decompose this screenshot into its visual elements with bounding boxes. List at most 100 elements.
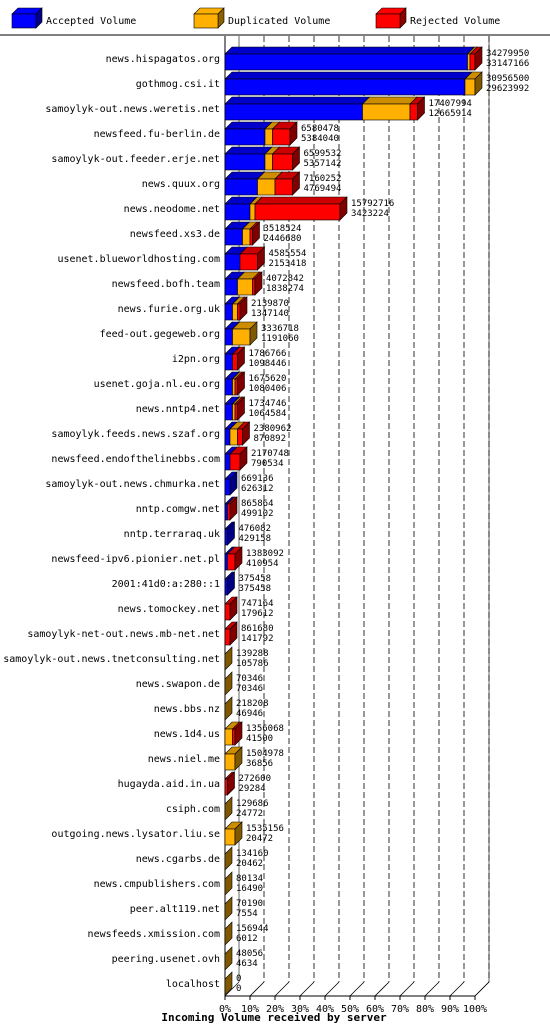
- total-volume-label: 70346: [236, 674, 263, 684]
- bar-segment: [272, 128, 291, 146]
- server-label: gothmog.csi.it: [136, 79, 220, 90]
- bar-segment: [227, 553, 236, 571]
- bar-row: [224, 796, 233, 821]
- accepted-volume-label: 7554: [236, 909, 258, 919]
- bar-end-cap: [252, 221, 260, 246]
- total-volume-label: 3518524: [264, 224, 302, 234]
- accepted-volume-label: 33147166: [486, 59, 529, 69]
- bar-row: [224, 396, 246, 421]
- bar-segment: [272, 153, 293, 171]
- bar-end-cap: [249, 321, 258, 346]
- server-label: nntp.comgw.net: [136, 504, 220, 515]
- accepted-volume-label: 12665914: [429, 109, 472, 119]
- total-volume-label: 2170748: [251, 449, 289, 459]
- bar-segment: [237, 303, 241, 321]
- bar-segment: [237, 278, 253, 296]
- server-label: news.swapon.de: [136, 679, 220, 690]
- total-volume-label: 7160252: [304, 174, 342, 184]
- total-volume-label: 6599532: [304, 149, 342, 159]
- bar-segment: [264, 153, 273, 171]
- bar-segment-top: [224, 146, 273, 155]
- bar-row: [224, 971, 233, 996]
- bar-segment: [234, 403, 238, 421]
- bar-end-cap: [224, 921, 233, 946]
- bar-segment: [224, 278, 238, 296]
- x-tick-label: 10%: [241, 1004, 259, 1015]
- bar-segment-top: [254, 196, 348, 205]
- bar-end-cap: [234, 546, 243, 571]
- bar-row: [224, 596, 238, 621]
- bar-row: [224, 146, 301, 171]
- bar-row: [224, 771, 236, 796]
- total-volume-label: 1356068: [246, 724, 284, 734]
- bar-segment: [224, 628, 231, 646]
- grid-floor-line: [324, 981, 340, 997]
- server-label: news.quux.org: [142, 179, 220, 190]
- total-volume-label: 1786766: [249, 349, 287, 359]
- bar-row: [224, 471, 238, 496]
- server-label: nntp.terraraq.uk: [124, 529, 220, 540]
- bar-segment: [224, 403, 233, 421]
- x-axis-title: Incoming Volume received by server: [161, 1011, 387, 1024]
- bar-segment: [224, 603, 231, 621]
- bar-row: [224, 671, 233, 696]
- bar-end-cap: [227, 521, 235, 546]
- server-label: samoylyk-out.news.weretis.net: [45, 104, 220, 115]
- bar-end-cap: [289, 121, 298, 146]
- bar-segment-top: [224, 121, 273, 130]
- bar-segment: [249, 228, 253, 246]
- server-label: newsfeeds.xmission.com: [88, 929, 220, 940]
- bar-end-cap: [237, 396, 245, 421]
- bar-segment: [254, 203, 341, 221]
- bar-row: [224, 271, 263, 296]
- total-volume-label: 34279950: [486, 49, 529, 59]
- total-volume-label: 2380962: [254, 424, 292, 434]
- server-label: newsfeed.xs3.de: [130, 229, 220, 240]
- server-label: samoylyk-out.news.tnetconsulting.net: [3, 654, 220, 665]
- bar-segment: [224, 303, 233, 321]
- grid-floor-line: [399, 981, 415, 997]
- bar-segment: [224, 128, 266, 146]
- accepted-volume-label: 46946: [236, 709, 263, 719]
- server-label: peer.alt119.net: [130, 904, 220, 915]
- bar-row: [224, 196, 348, 221]
- total-volume-label: 272600: [239, 774, 272, 784]
- bar-end-cap: [239, 446, 248, 471]
- bar-segment: [224, 78, 466, 96]
- total-volume-label: 15792716: [351, 199, 394, 209]
- total-volume-label: 1535156: [246, 824, 284, 834]
- legend-label: Rejected Volume: [410, 16, 500, 27]
- bar-end-cap: [227, 771, 235, 796]
- bar-end-cap: [257, 246, 265, 271]
- accepted-volume-label: 1080406: [249, 384, 287, 394]
- total-volume-label: 1675620: [249, 374, 287, 384]
- bar-row: [224, 946, 233, 971]
- bar-end-cap: [254, 271, 263, 296]
- server-label: news.bbs.nz: [154, 704, 220, 715]
- accepted-volume-label: 0: [236, 984, 241, 994]
- total-volume-label: 17407994: [429, 99, 472, 109]
- legend-swatch: [193, 13, 219, 29]
- bar-segment: [224, 503, 228, 521]
- total-volume-label: 70190: [236, 899, 263, 909]
- server-label: news.cmpublishers.com: [94, 879, 220, 890]
- accepted-volume-label: 29623992: [486, 84, 529, 94]
- bar-end-cap: [417, 96, 425, 121]
- total-volume-label: 375458: [239, 574, 272, 584]
- accepted-volume-label: 1347140: [251, 309, 289, 319]
- bar-end-cap: [234, 821, 243, 846]
- bar-row: [224, 296, 248, 321]
- bar-end-cap: [239, 296, 248, 321]
- legend-label: Accepted Volume: [46, 16, 136, 27]
- total-volume-label: 30956500: [486, 74, 529, 84]
- bar-end-cap: [224, 896, 233, 921]
- bar-end-cap: [234, 746, 243, 771]
- server-label: newsfeed.endofthelinebbs.com: [51, 454, 220, 465]
- bar-segment: [249, 203, 256, 221]
- grid-floor-line: [274, 981, 290, 997]
- server-label: hugayda.aid.in.ua: [118, 779, 220, 790]
- server-label: outgoing.news.lysator.liu.se: [51, 829, 220, 840]
- bar-segment: [224, 378, 233, 396]
- bar-segment: [224, 103, 363, 121]
